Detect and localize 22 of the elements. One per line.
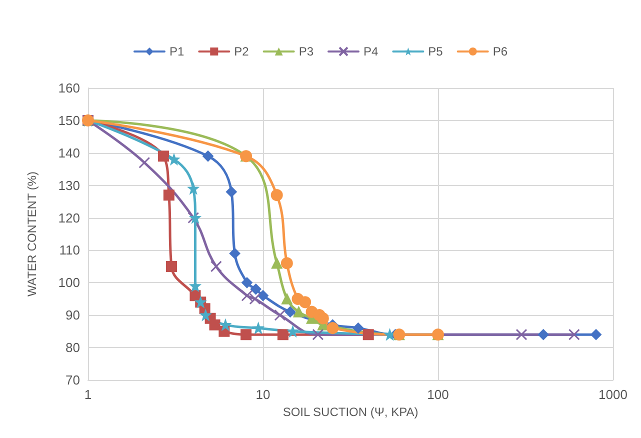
y-tick-label: 80 (66, 340, 80, 356)
legend-label: P3 (298, 44, 314, 58)
y-tick-label: 130 (58, 178, 80, 193)
y-tick-label: 100 (58, 275, 80, 290)
y-axis-title: WATER CONTENT (%) (25, 171, 39, 297)
y-tick-label: 90 (66, 308, 80, 323)
legend-label: P5 (428, 44, 444, 58)
x-tick-label: 100 (427, 387, 449, 402)
y-tick-label: 140 (58, 145, 80, 160)
y-tick-label: 160 (58, 80, 80, 96)
legend-label: P6 (492, 44, 508, 58)
x-tick-label: 1000 (598, 387, 628, 402)
y-tick-label: 70 (66, 372, 80, 388)
legend-label: P2 (234, 44, 250, 58)
y-tick-label: 110 (59, 242, 80, 258)
x-axis-title: SOIL SUCTION (Ψ, KPA) (282, 404, 418, 419)
x-tick-label: 10 (256, 387, 270, 402)
legend-label: P4 (364, 44, 379, 58)
x-tick-label: 1 (84, 387, 92, 402)
legend-label: P1 (169, 44, 184, 58)
y-tick-label: 150 (58, 112, 80, 128)
y-tick-label: 120 (58, 210, 80, 226)
